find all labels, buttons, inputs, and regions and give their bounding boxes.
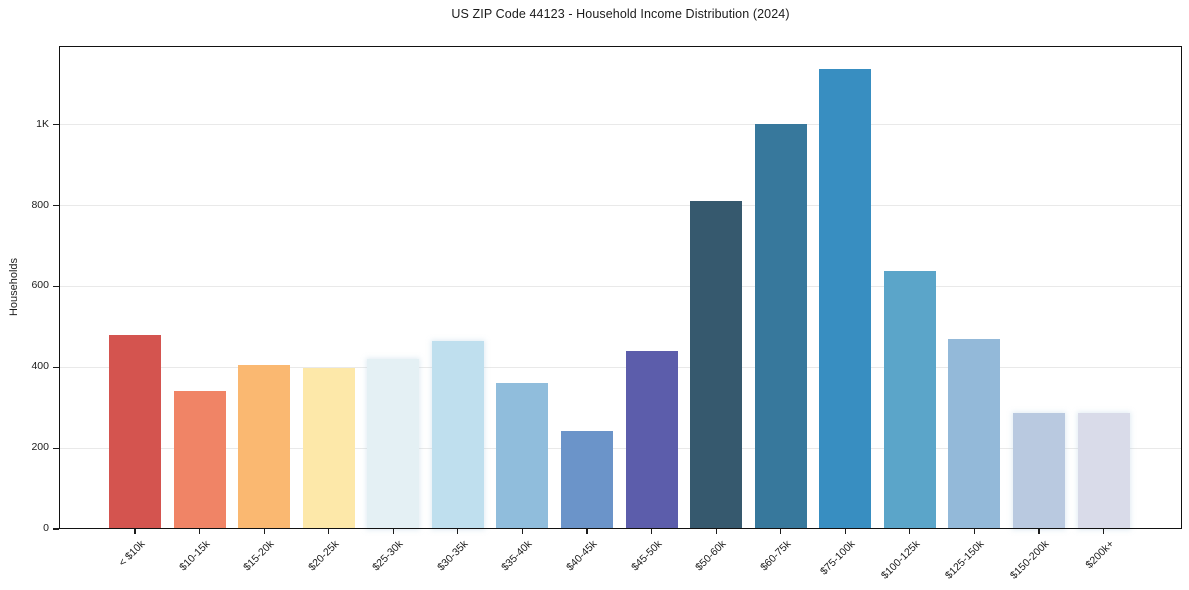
x-tick-label: $20-25k: [305, 538, 342, 574]
gridline: [59, 124, 1182, 126]
x-tick-mark: [844, 529, 846, 534]
bar: [1077, 412, 1130, 529]
bar: [173, 391, 226, 529]
x-tick-label: $75-100k: [818, 538, 858, 578]
bar: [883, 271, 936, 529]
x-tick-mark: [909, 529, 911, 534]
x-tick-mark: [973, 529, 975, 534]
x-tick-label: $15-20k: [241, 538, 277, 574]
bar: [948, 338, 1001, 529]
x-tick-mark: [1102, 529, 1105, 534]
x-tick-mark: [1038, 529, 1040, 534]
gridline: [59, 205, 1182, 207]
x-tick-label: $35-40k: [499, 538, 535, 574]
y-tick-label: 800: [31, 198, 49, 211]
x-tick-label: $40-45k: [564, 538, 600, 574]
bar: [367, 358, 420, 529]
x-tick-label: $25-30k: [370, 538, 406, 574]
x-tick-label: < $10k: [116, 538, 148, 569]
gridline: [59, 366, 1182, 368]
x-tick-label: $30-35k: [435, 538, 471, 574]
x-tick-mark: [586, 529, 588, 534]
bar: [754, 124, 807, 529]
bar: [1012, 413, 1065, 529]
y-tick-label: 0: [43, 522, 49, 534]
x-tick-label: $100-125k: [878, 538, 923, 582]
y-tick-label: 1K: [36, 117, 49, 130]
gridline: [59, 285, 1182, 287]
x-tick-mark: [328, 529, 330, 534]
x-tick-mark: [392, 529, 394, 534]
y-tick-mark: [53, 285, 59, 288]
x-tick-mark: [198, 529, 201, 534]
x-tick-label: $125-150k: [943, 538, 987, 582]
y-tick-mark: [53, 124, 59, 126]
y-tick-mark: [53, 528, 59, 530]
x-tick-label: $200k+: [1082, 538, 1117, 572]
bar: [431, 341, 484, 529]
bar: [560, 431, 613, 529]
bar: [690, 200, 743, 529]
bar: [819, 69, 872, 529]
x-tick-mark: [521, 529, 523, 534]
gridline: [59, 447, 1182, 449]
y-tick-mark: [53, 205, 59, 207]
x-tick-mark: [715, 529, 717, 534]
x-tick-mark: [134, 529, 136, 534]
x-tick-label: $10-15k: [176, 538, 213, 574]
x-tick-mark: [650, 529, 653, 534]
x-tick-mark: [780, 529, 782, 534]
bar: [625, 350, 678, 529]
x-tick-label: $150-200k: [1007, 538, 1052, 582]
chart-title: US ZIP Code 44123 - Household Income Dis…: [451, 7, 790, 21]
y-tick-label: 200: [31, 441, 49, 454]
y-tick-label: 400: [31, 360, 49, 373]
bar: [109, 334, 161, 529]
y-tick-mark: [53, 366, 59, 368]
x-tick-mark: [457, 529, 459, 534]
x-tick-label: $60-75k: [757, 538, 794, 574]
y-tick-label: 600: [31, 279, 49, 292]
bar: [302, 367, 355, 529]
x-tick-mark: [263, 529, 265, 534]
x-tick-label: $45-50k: [628, 538, 665, 574]
y-tick-mark: [53, 447, 59, 449]
bar: [238, 364, 291, 529]
bar: [496, 382, 549, 529]
x-tick-label: $50-60k: [693, 538, 729, 574]
